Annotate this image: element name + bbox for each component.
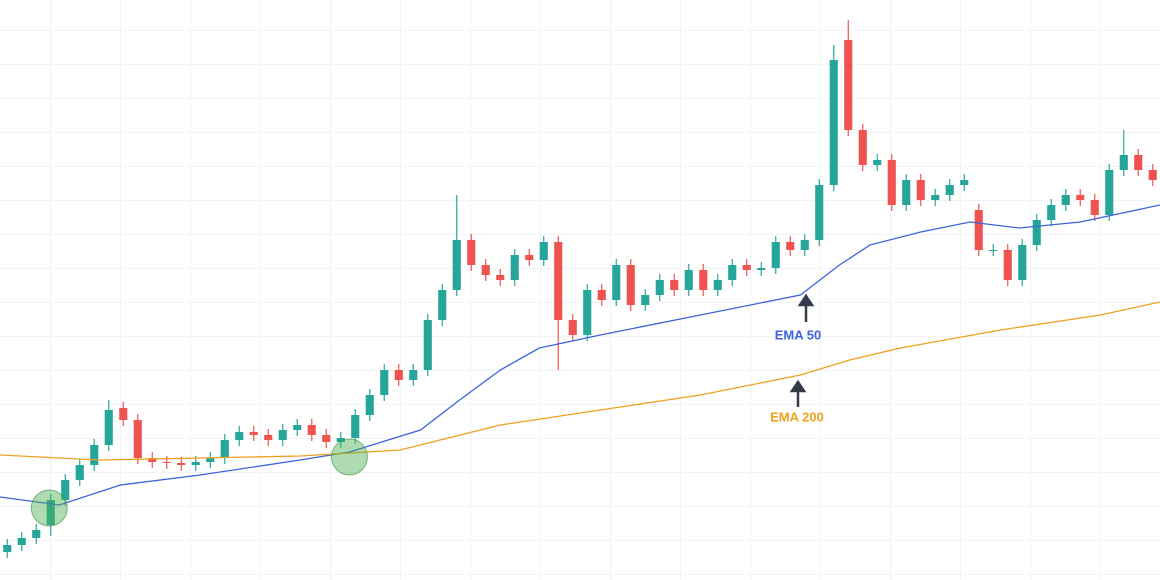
candle-body	[322, 435, 331, 442]
candle-body	[61, 480, 70, 500]
candle-body	[307, 425, 316, 435]
candle-body	[467, 240, 476, 265]
candle-body	[452, 240, 461, 290]
candle-body	[365, 395, 374, 415]
candle-body	[728, 265, 737, 280]
candle-body	[829, 60, 838, 185]
candle-body	[148, 458, 157, 462]
candle-body	[1119, 155, 1128, 170]
candle-body	[655, 280, 664, 295]
candle-body	[3, 545, 12, 552]
candle-body	[32, 530, 41, 538]
candle-body	[742, 265, 751, 270]
candle-body	[104, 410, 113, 445]
ema-line	[0, 301, 1160, 461]
candle-body	[264, 435, 273, 440]
candle-body	[75, 465, 84, 480]
candle-body	[481, 265, 490, 275]
candle-body	[583, 290, 592, 335]
candle-body	[162, 462, 171, 463]
candle-body	[293, 425, 302, 430]
candle-body	[17, 538, 26, 545]
candle-body	[1061, 195, 1070, 205]
candle-body	[206, 458, 215, 462]
candle-body	[771, 242, 780, 268]
candle-body	[844, 40, 853, 130]
candle-body	[46, 500, 55, 525]
candle-body	[409, 370, 418, 380]
candle-body	[612, 265, 621, 300]
candle-body	[597, 290, 606, 300]
candle-body	[945, 185, 954, 195]
candle-body	[336, 438, 345, 442]
candle-body	[90, 445, 99, 465]
candle-body	[235, 432, 244, 440]
candle-body	[757, 268, 766, 270]
candle-body	[351, 415, 360, 438]
candle-body	[1032, 220, 1041, 245]
candle-body	[1148, 170, 1157, 180]
candle-body	[1047, 205, 1056, 220]
candle-body	[902, 180, 911, 205]
candle-body	[684, 270, 693, 290]
candle-body	[960, 180, 969, 185]
candle-body	[1076, 195, 1085, 200]
candle-body	[916, 180, 925, 200]
candle-body	[887, 160, 896, 205]
ema-line	[0, 204, 1160, 506]
candle-body	[786, 242, 795, 250]
candle-body	[249, 432, 258, 435]
candle-body	[510, 255, 519, 280]
candle-body	[380, 370, 389, 395]
highlight-circle	[30, 489, 68, 527]
candle-body	[220, 440, 229, 458]
annotation-arrow	[789, 293, 815, 407]
candle-body	[568, 320, 577, 335]
ema-label: EMA 50	[775, 327, 821, 342]
candle-body	[989, 250, 998, 251]
candle-body	[394, 370, 403, 380]
highlight-circle	[330, 438, 368, 476]
candle-body	[1018, 245, 1027, 280]
candle-body	[496, 275, 505, 280]
candle-body	[931, 195, 940, 200]
candle-body	[670, 280, 679, 290]
ema-label: EMA 200	[770, 409, 824, 424]
candle-body	[858, 130, 867, 165]
candle-body	[278, 430, 287, 440]
candle-body	[1090, 200, 1099, 215]
candle-body	[423, 320, 432, 370]
candle-body	[554, 242, 563, 320]
candle-body	[177, 463, 186, 465]
candle-body	[119, 408, 128, 420]
candle-body	[800, 240, 809, 250]
candle-body	[1134, 155, 1143, 170]
candle-body	[699, 270, 708, 290]
candle-body	[873, 160, 882, 165]
candle-body	[626, 265, 635, 305]
candle-body	[815, 185, 824, 240]
candle-body	[539, 242, 548, 260]
candle-body	[191, 462, 200, 465]
candle-body	[974, 210, 983, 250]
candle-body	[1003, 250, 1012, 280]
candle-body	[438, 290, 447, 320]
candle-body	[641, 295, 650, 305]
candle-body	[525, 255, 534, 260]
candle-body	[713, 280, 722, 290]
candle-body	[1105, 170, 1114, 215]
candle-body	[133, 420, 142, 458]
